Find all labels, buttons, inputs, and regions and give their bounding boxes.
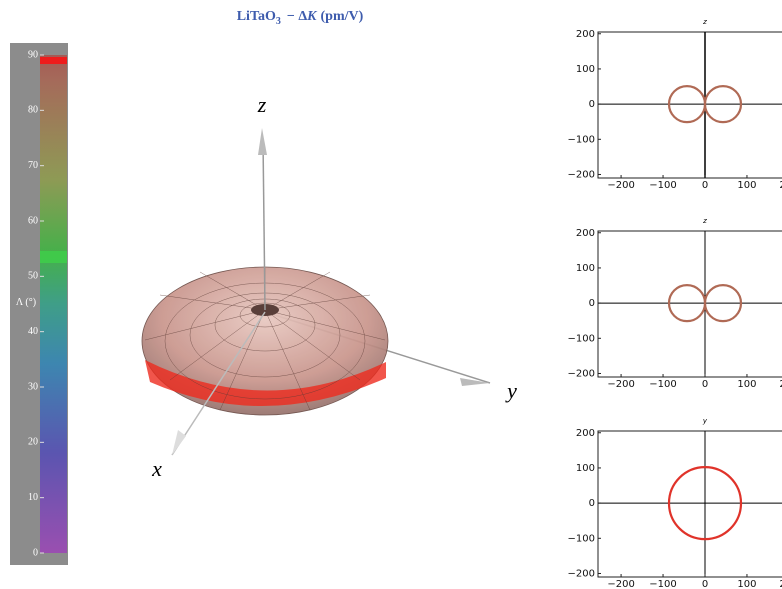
colorbar-tick-label: 60 [28,215,38,226]
plot-frame [597,230,782,378]
colorbar-tick-label: 0 [33,547,38,558]
x-tick-label: 100 [737,180,756,191]
x-tick-label: 0 [702,379,708,390]
x-tick-label: −100 [649,379,676,390]
colorbar-tick-label: 20 [28,437,38,448]
colorbar-tick-label: 70 [28,160,38,171]
mesh [144,268,386,411]
x-tick-label: 0 [702,579,708,589]
plot-title: z [702,18,707,26]
y-tick-label: 200 [576,29,595,40]
y-tick-label: 200 [576,228,595,239]
y-tick-label: −100 [568,134,595,145]
arrow-head [460,378,490,386]
curve-group [667,466,743,541]
y-tick-label: 0 [589,298,595,309]
x-tick-label: −200 [607,379,634,390]
curve [703,85,743,124]
y-tick-label: 0 [589,498,595,509]
curve-group [667,284,743,323]
x-tick-label: 100 [737,579,756,589]
plot-frame [597,31,782,179]
title: LiTaO3 − ΔK (pm/V) [237,9,364,27]
x-tick-label: −200 [607,579,634,589]
colorbar-tick-label: 40 [28,326,38,337]
colorbar-tick-label: 50 [28,271,38,282]
curve-group [667,85,743,124]
colorbar-highlight [40,57,67,64]
title-operator: − Δ [287,9,307,24]
x-tick-label: −200 [607,180,634,191]
title-variable: K [306,9,318,24]
surface-3d: z y x [141,92,517,481]
x-tick-label: −100 [649,579,676,589]
arrow-head [258,128,267,155]
colorbar-tick-label: 10 [28,492,38,503]
plot-title: z [702,217,707,225]
colorbar-highlight [40,251,67,263]
x-tick-label: 200 [779,379,782,390]
y-tick-label: 0 [589,99,595,110]
z-axis-3d [262,139,266,311]
title-subscript: 3 [276,16,281,27]
x-tick-label: −100 [649,180,676,191]
colorbar-tick-label: 30 [28,381,38,392]
x-tick-label: 200 [779,180,782,191]
x-axis-3d [171,311,266,456]
projection-plot: z −200 −100 0 100 200 −200 −100 0 100 200 [568,217,782,390]
y-tick-label: −100 [568,333,595,344]
title-unit: (pm/V) [321,9,364,24]
projection-plot: z −200 −100 0 100 200 −200 −100 0 100 200 [568,18,782,191]
projection-plot: y −200 −100 0 100 200 −200 −100 0 100 200 [568,417,782,589]
colorbar [40,55,67,553]
y-tick-label: −200 [568,568,595,579]
axis-label-z: z [257,92,267,117]
curve [667,466,743,541]
curve [703,284,743,323]
y-tick-label: 100 [576,263,595,274]
y-tick-label: 100 [576,463,595,474]
x-tick-label: 0 [702,180,708,191]
y-tick-label: 100 [576,64,595,75]
colorbar-label: Λ (°) [16,297,36,308]
colorbar-tick-label: 90 [28,49,38,60]
title-compound: LiTaO [237,9,276,24]
colorbar-tick-label: 80 [28,105,38,116]
plot-frame [597,430,782,578]
y-tick-label: −200 [568,368,595,379]
y-tick-label: −200 [568,169,595,180]
arrow-head [172,430,186,455]
highlight-band [145,360,386,407]
plot-title: y [702,417,708,425]
x-tick-label: 100 [737,379,756,390]
x-tick-label: 200 [779,579,782,589]
y-tick-label: −100 [568,533,595,544]
axis-label-x: x [151,456,162,481]
axis-label-y: y [505,378,517,403]
y-tick-label: 200 [576,428,595,439]
